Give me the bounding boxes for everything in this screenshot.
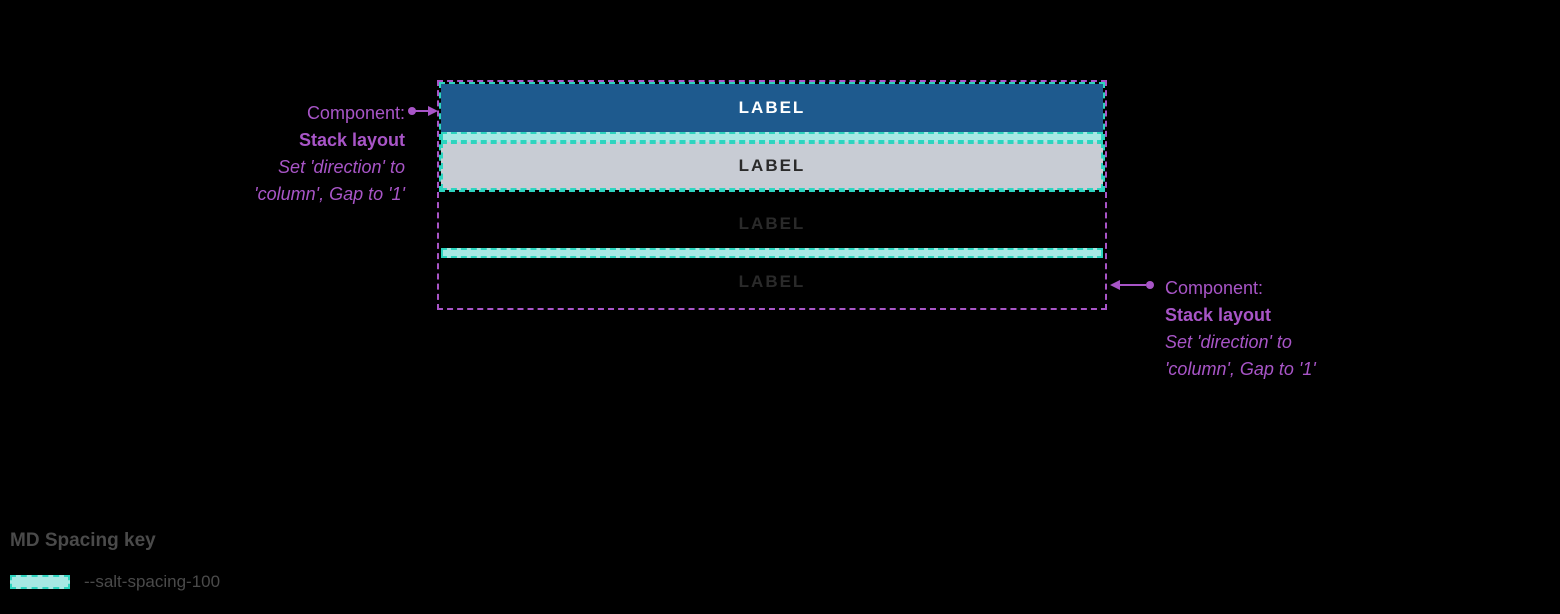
legend-label: --salt-spacing-100 (84, 572, 220, 592)
annotation-right-bold: Stack layout (1165, 302, 1385, 329)
label-row-2: LABEL (441, 142, 1103, 190)
stack-diagram: LABEL LABEL LABEL LABEL (437, 80, 1107, 310)
spacing-legend: MD Spacing key --salt-spacing-100 (10, 530, 220, 592)
outer-stack-container: LABEL LABEL LABEL LABEL (437, 80, 1107, 310)
arrow-right-dot (1146, 281, 1154, 289)
annotation-left-bold: Stack layout (215, 127, 405, 154)
arrow-right-line (1120, 284, 1146, 286)
legend-title: MD Spacing key (10, 530, 220, 552)
gap-spacer-1 (441, 132, 1103, 142)
annotation-right-italic1: Set 'direction' to (1165, 329, 1385, 356)
annotation-left-title: Component: (215, 100, 405, 127)
label-row-1: LABEL (441, 84, 1103, 132)
annotation-left-italic1: Set 'direction' to (215, 154, 405, 181)
gap-spacer-2 (441, 248, 1103, 258)
annotation-right: Component: Stack layout Set 'direction' … (1165, 275, 1385, 383)
annotation-right-italic2: 'column', Gap to '1' (1165, 356, 1385, 383)
label-row-4: LABEL (441, 258, 1103, 306)
arrow-right-head (1110, 280, 1120, 290)
annotation-left-italic2: 'column', Gap to '1' (215, 181, 405, 208)
annotation-left: Component: Stack layout Set 'direction' … (215, 100, 405, 208)
inner-stack-top: LABEL LABEL (439, 82, 1105, 192)
legend-item: --salt-spacing-100 (10, 572, 220, 592)
annotation-right-title: Component: (1165, 275, 1385, 302)
legend-swatch (10, 575, 70, 589)
label-row-3: LABEL (441, 200, 1103, 248)
inner-stack-bottom: LABEL LABEL (439, 198, 1105, 308)
